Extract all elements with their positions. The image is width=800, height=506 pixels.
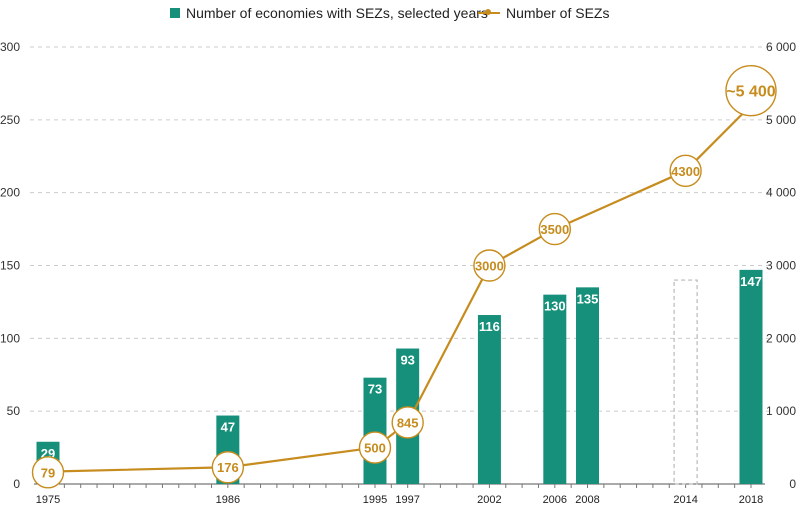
- line-point-marker: [31, 456, 65, 489]
- line-point-label: 500: [364, 441, 386, 456]
- x-tick-label: 1997: [395, 494, 419, 506]
- line-point-label: 4300: [671, 164, 700, 179]
- line-points: 79 176 500 845 3000 3500 4300 ~5 400: [31, 64, 777, 489]
- legend-line-icon: [478, 7, 500, 19]
- y-left-tick-label: 300: [0, 40, 20, 54]
- line-point-marker: [669, 154, 702, 188]
- y-right-tick-label: 3 000: [766, 259, 796, 273]
- line-point-marker: [473, 249, 506, 282]
- bar-value-label: 135: [577, 291, 599, 306]
- y-right-tick-label: 2 000: [766, 331, 796, 345]
- x-tick-label: 2008: [575, 494, 599, 506]
- legend-item-economies: Number of economies with SEZs, selected …: [170, 5, 488, 21]
- bar-value-label: 130: [544, 299, 566, 314]
- y-left-tick-label: 100: [0, 331, 20, 345]
- line-point-label: ~5 400: [726, 84, 775, 101]
- y-left-tick-label: 50: [7, 404, 21, 418]
- bar: [739, 269, 763, 484]
- y-right-tick-label: 5 000: [766, 113, 796, 127]
- legend-label-sezs: Number of SEZs: [506, 5, 610, 21]
- line-point-marker: [538, 212, 572, 246]
- legend-swatch-bars: [170, 8, 180, 18]
- line-point-marker: [358, 431, 392, 464]
- legend-item-sezs: Number of SEZs: [478, 5, 609, 21]
- line-point-marker: [211, 451, 245, 484]
- line-point-marker: [725, 64, 777, 117]
- line-point-label: 176: [217, 460, 239, 475]
- y-left-tick-label: 0: [13, 477, 20, 491]
- bar: [576, 287, 600, 484]
- bar-value-label: 116: [479, 319, 500, 334]
- bar-value-label: 47: [221, 420, 235, 435]
- line-point-label: 3500: [540, 222, 569, 237]
- y-right-tick-label: 6 000: [766, 40, 796, 54]
- y-left-tick-label: 250: [0, 113, 20, 127]
- bar-value-label: 147: [740, 274, 762, 289]
- line-point-label: 3000: [475, 259, 504, 274]
- x-tick-label: 2006: [543, 494, 567, 506]
- bar: [543, 294, 567, 484]
- x-tick-label: 1995: [363, 494, 387, 506]
- legend-label-economies: Number of economies with SEZs, selected …: [186, 5, 488, 21]
- bar: [477, 315, 501, 484]
- y-right-tick-label: 4 000: [766, 186, 796, 200]
- bar-placeholder: [673, 279, 698, 485]
- bar-value-label: 73: [368, 382, 382, 397]
- y-right-tick-label: 1 000: [766, 404, 796, 418]
- y-right-tick-label: 0: [789, 477, 796, 491]
- line-series: [47, 104, 752, 473]
- x-tick-label: 2014: [673, 494, 697, 506]
- legend: Number of economies with SEZs, selected …: [0, 5, 800, 25]
- x-tick-label: 1986: [216, 494, 240, 506]
- line-point-marker: [391, 406, 424, 439]
- x-tick-label: 1975: [36, 494, 60, 506]
- x-tick-label: 2002: [477, 494, 501, 506]
- line-point-label: 845: [397, 415, 419, 430]
- x-tick-label: 2018: [739, 494, 763, 506]
- bar-value-label: 93: [400, 353, 414, 368]
- y-left-tick-label: 200: [0, 186, 20, 200]
- line-point-label: 79: [41, 465, 55, 480]
- line-path: [47, 104, 752, 473]
- grid: [30, 46, 770, 412]
- y-left-tick-label: 150: [0, 259, 20, 273]
